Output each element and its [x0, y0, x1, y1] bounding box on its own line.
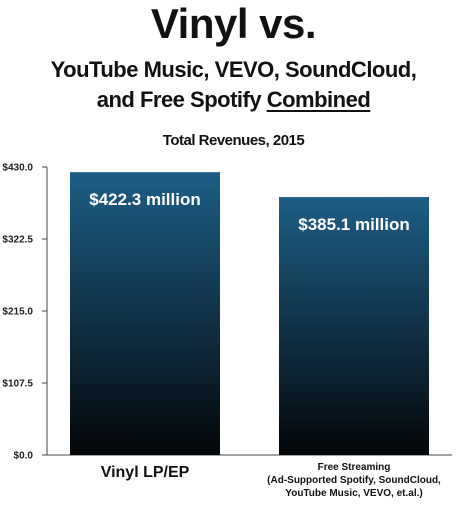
chart-headline-line3: and Free Spotify Combined: [0, 86, 467, 114]
chart-title: Total Revenues, 2015: [162, 132, 305, 149]
y-tick-label: $215.0: [2, 307, 33, 318]
y-tick-label: $107.5: [2, 379, 33, 390]
bar-value-label: $385.1 million: [298, 215, 410, 234]
y-tick-label: $430.0: [2, 163, 33, 174]
x-category-label: Free Streaming: [318, 462, 391, 473]
bar-value-label: $422.3 million: [89, 190, 201, 209]
x-category-label: Vinyl LP/EP: [101, 464, 190, 481]
y-tick-label: $322.5: [2, 235, 33, 246]
bar: [70, 172, 220, 455]
headline-emphasis: Combined: [266, 87, 371, 112]
x-category-label: (Ad-Supported Spotify, SoundCloud,: [267, 475, 441, 486]
headline-line3-prefix: and Free Spotify: [96, 87, 262, 112]
y-tick-label: $0.0: [14, 451, 34, 462]
x-category-label: YouTube Music, VEVO, et.al.): [285, 488, 422, 499]
chart-headline: Vinyl vs.: [150, 0, 317, 47]
bar: [279, 197, 429, 455]
chart-headline-line2: YouTube Music, VEVO, SoundCloud,: [50, 57, 417, 82]
